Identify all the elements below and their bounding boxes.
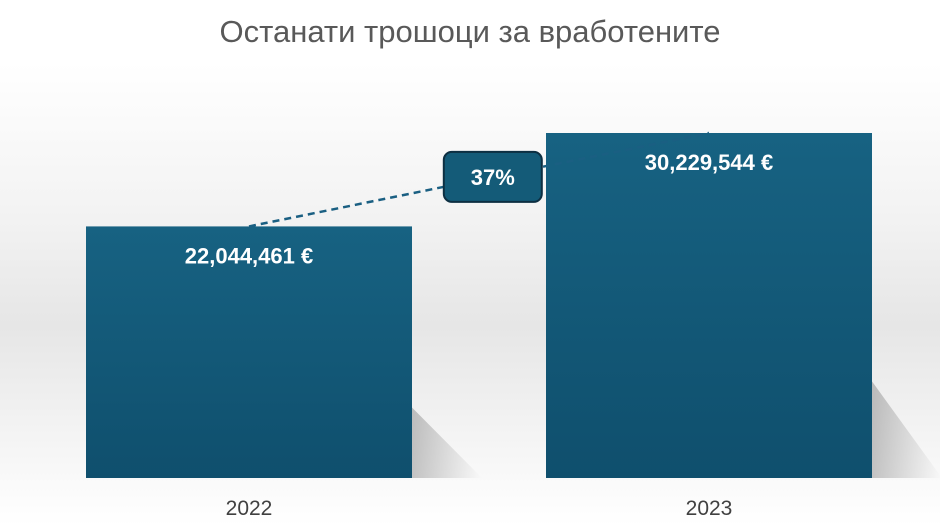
growth-percent-label: 37% bbox=[471, 165, 515, 190]
x-tick-label-2023: 2023 bbox=[686, 497, 733, 520]
x-tick-label-2022: 2022 bbox=[226, 497, 273, 520]
data-label-2023: 30,229,544 € bbox=[645, 150, 773, 175]
bar-2022 bbox=[86, 226, 412, 478]
bar-2023 bbox=[546, 133, 872, 478]
chart-title: Останати трошоци за вработените bbox=[219, 14, 721, 49]
bar-shadow bbox=[412, 407, 482, 478]
bar-shadow bbox=[872, 381, 940, 478]
data-label-2022: 22,044,461 € bbox=[185, 243, 313, 268]
growth-badge bbox=[442, 150, 543, 203]
